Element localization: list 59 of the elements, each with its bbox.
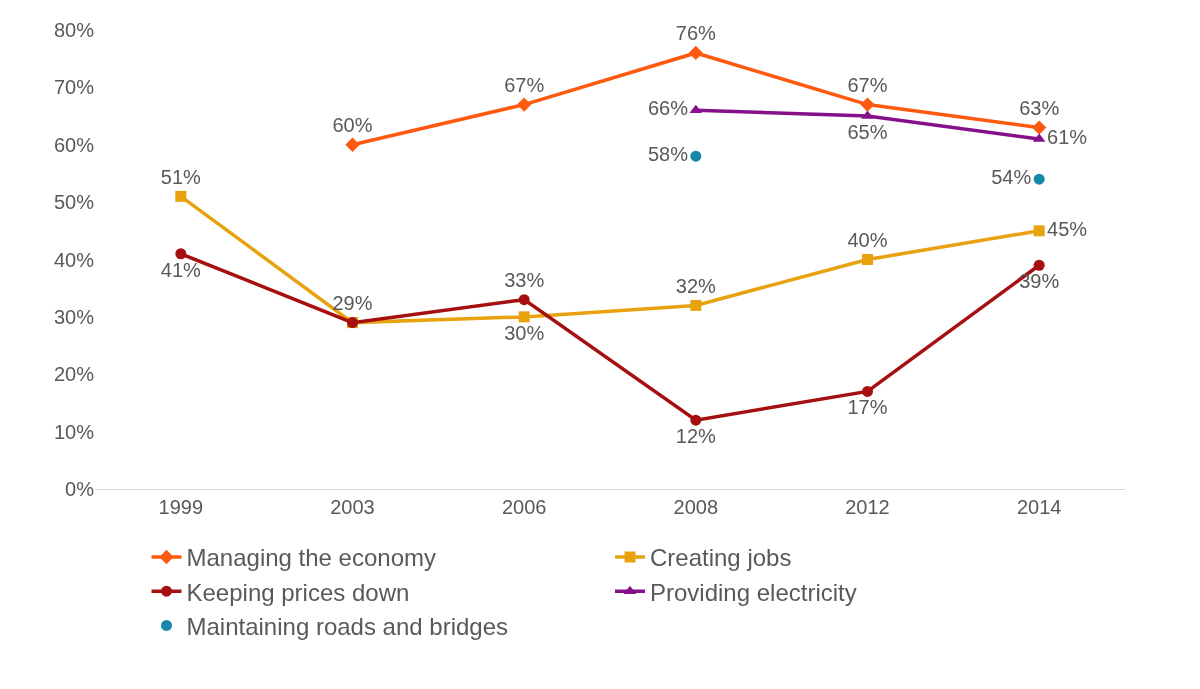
- x-tick-label: 2008: [673, 496, 719, 518]
- x-tick-label: 2014: [1016, 496, 1062, 518]
- data-label: 51%: [160, 165, 202, 188]
- data-label: 60%: [332, 113, 373, 136]
- legend-label: Providing electricity: [650, 578, 857, 606]
- legend-label: Creating jobs: [650, 544, 792, 572]
- data-label: 12%: [675, 425, 717, 448]
- data-label: 33%: [504, 268, 545, 291]
- y-tick-label: 50%: [53, 191, 95, 214]
- data-label: 32%: [675, 274, 717, 297]
- y-tick-label: 80%: [53, 19, 95, 41]
- data-label: 67%: [504, 73, 545, 96]
- data-label: 41%: [160, 258, 202, 281]
- data-label: 54%: [991, 166, 1032, 189]
- data-label: 17%: [847, 396, 888, 419]
- y-tick-label: 70%: [53, 76, 95, 99]
- data-label: 30%: [504, 321, 545, 344]
- x-tick-label: 1999: [158, 496, 204, 518]
- data-label: 40%: [847, 228, 888, 251]
- point: [517, 97, 532, 112]
- data-label: 39%: [1019, 270, 1060, 293]
- data-label: 63%: [1019, 96, 1060, 119]
- point: [175, 190, 187, 202]
- data-label: 66%: [647, 97, 689, 120]
- legend-label: Keeping prices down: [186, 578, 410, 606]
- legend-label: Managing the economy: [186, 544, 436, 572]
- data-label: 45%: [1047, 217, 1088, 240]
- y-tick-label: 20%: [53, 363, 95, 386]
- point: [1033, 225, 1045, 237]
- y-tick-label: 10%: [53, 420, 95, 443]
- point: [345, 137, 360, 152]
- x-tick-label: 2006: [501, 496, 547, 518]
- data-label: 58%: [647, 143, 689, 166]
- data-label: 65%: [847, 120, 888, 143]
- y-tick-label: 40%: [53, 248, 95, 271]
- y-tick-label: 30%: [53, 305, 95, 328]
- point: [860, 97, 875, 112]
- point: [518, 294, 530, 306]
- data-label: 76%: [675, 22, 717, 45]
- point: [690, 414, 702, 426]
- x-tick-label: 2012: [845, 496, 890, 518]
- point: [1032, 120, 1047, 135]
- point: [518, 311, 530, 323]
- data-label: 29%: [332, 291, 373, 314]
- point: [690, 150, 702, 162]
- legend-label: Maintaining roads and bridges: [186, 612, 509, 640]
- point: [862, 254, 873, 265]
- point: [688, 45, 703, 61]
- data-label: 61%: [1047, 126, 1088, 149]
- point: [690, 299, 702, 311]
- point: [175, 248, 187, 260]
- point: [689, 104, 703, 114]
- point: [862, 385, 873, 397]
- point: [1033, 173, 1045, 185]
- y-tick-label: 60%: [53, 133, 95, 156]
- data-label: 67%: [847, 73, 888, 96]
- x-tick-label: 2003: [330, 496, 375, 518]
- point: [1033, 259, 1045, 271]
- y-tick-label: 0%: [65, 478, 95, 500]
